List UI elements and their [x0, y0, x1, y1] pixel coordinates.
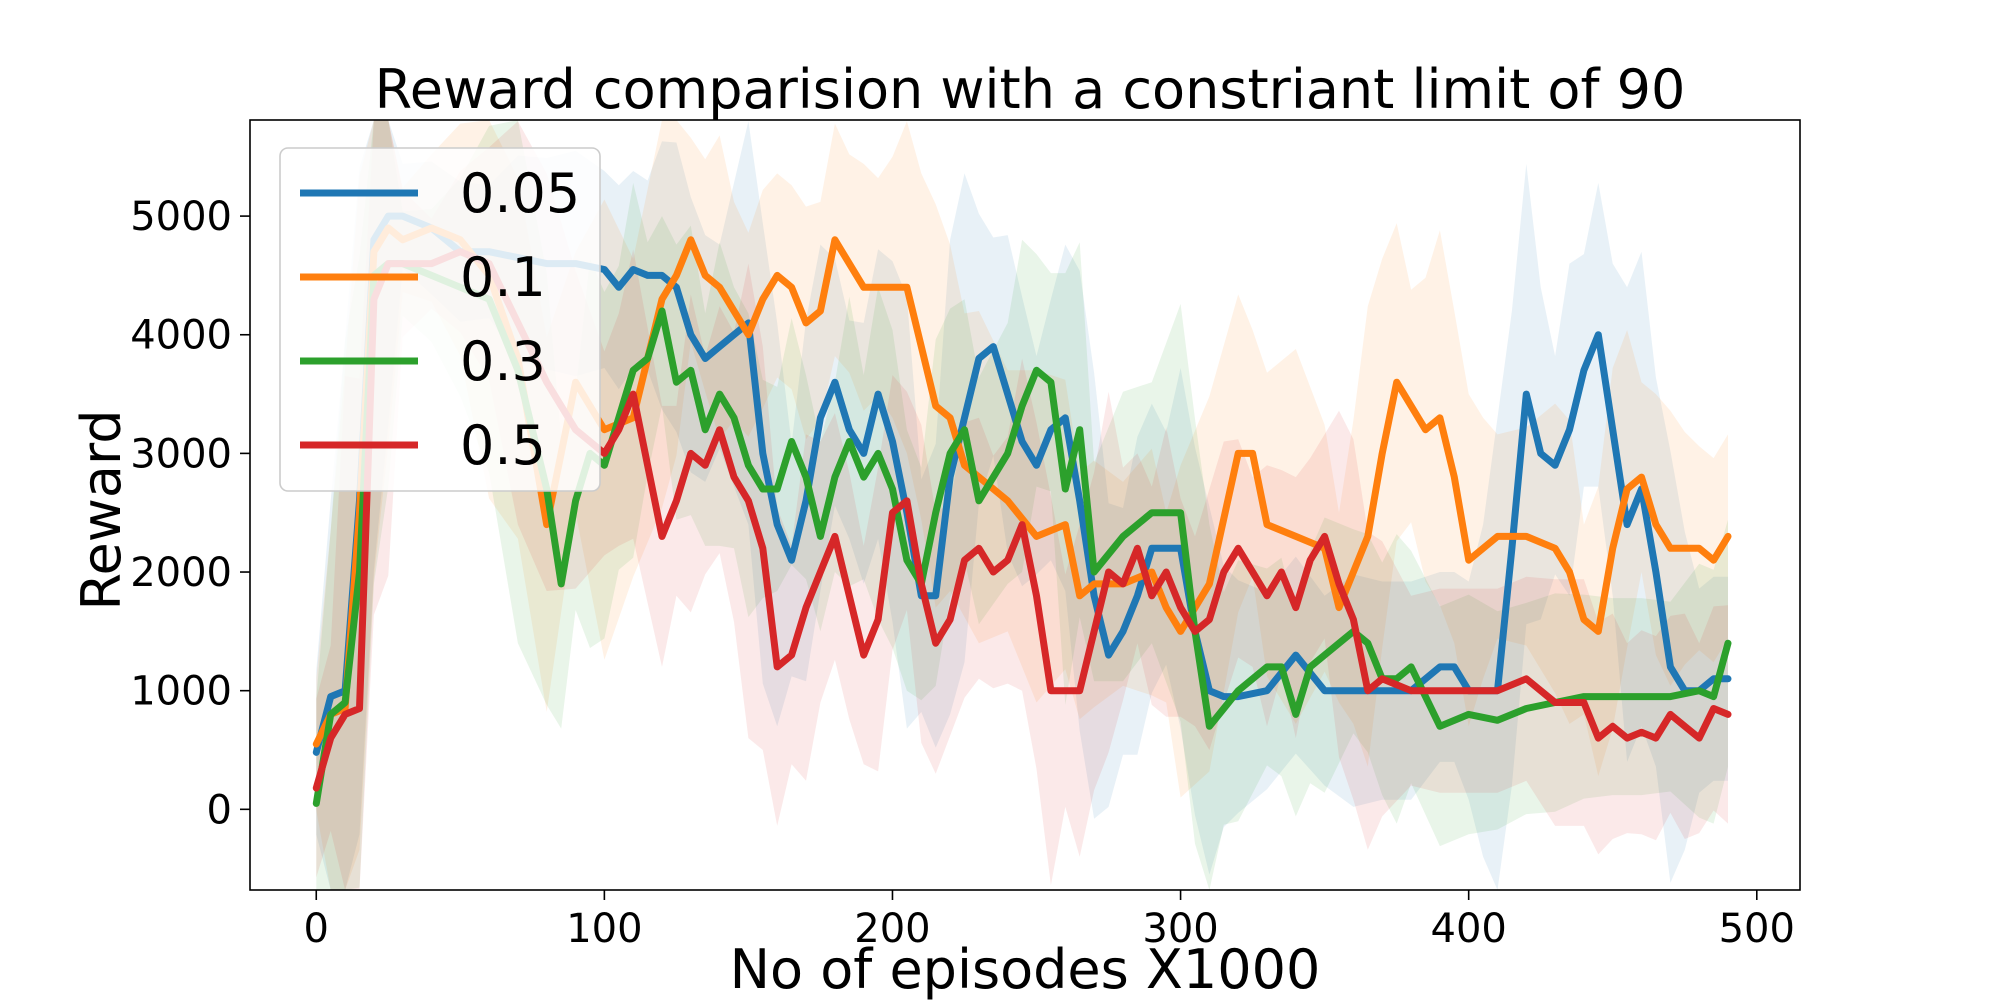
legend-box: [279, 147, 601, 492]
y-tick-label: 4000: [130, 313, 232, 359]
legend-label-3: 0.5: [460, 414, 546, 477]
series-line-1: [312, 224, 1732, 748]
series-line-2: [312, 260, 1732, 807]
y-tick-label: 3000: [130, 431, 232, 477]
y-tick-label: 5000: [130, 194, 232, 240]
legend-label-2: 0.3: [460, 330, 546, 393]
chart-title: Reward comparision with a constriant lim…: [375, 58, 1686, 121]
confidence-band-series-1: [316, 120, 1728, 890]
confidence-band-series-0: [316, 120, 1728, 890]
series-line-0: [312, 212, 1732, 756]
x-tick-label: 100: [566, 906, 642, 952]
x-axis-ticks: 0 100 200 300 400 500: [304, 890, 1795, 952]
y-axis-ticks: 0 1000 2000 3000 4000 5000: [130, 194, 250, 833]
plot-area-frame: [249, 119, 1801, 891]
confidence-band-series-2: [316, 120, 1728, 890]
legend-label-0: 0.05: [460, 162, 580, 225]
x-tick-label: 200: [854, 906, 930, 952]
y-tick-label: 2000: [130, 550, 232, 596]
series-line-3: [312, 248, 1732, 792]
legend-label-1: 0.1: [460, 246, 546, 309]
y-axis-label: Reward: [70, 409, 133, 610]
series-lines: [312, 212, 1732, 807]
y-tick-label: 1000: [130, 669, 232, 715]
y-tick-label: 0: [207, 787, 232, 833]
x-tick-label: 400: [1431, 906, 1507, 952]
x-tick-label: 500: [1719, 906, 1795, 952]
confidence-bands: [316, 120, 1728, 890]
legend: 0.05 0.1 0.3 0.5: [279, 147, 601, 492]
confidence-band-series-3: [316, 120, 1728, 890]
x-tick-label: 0: [304, 906, 329, 952]
x-tick-label: 300: [1142, 906, 1218, 952]
x-axis-label: No of episodes X1000: [730, 938, 1321, 1000]
